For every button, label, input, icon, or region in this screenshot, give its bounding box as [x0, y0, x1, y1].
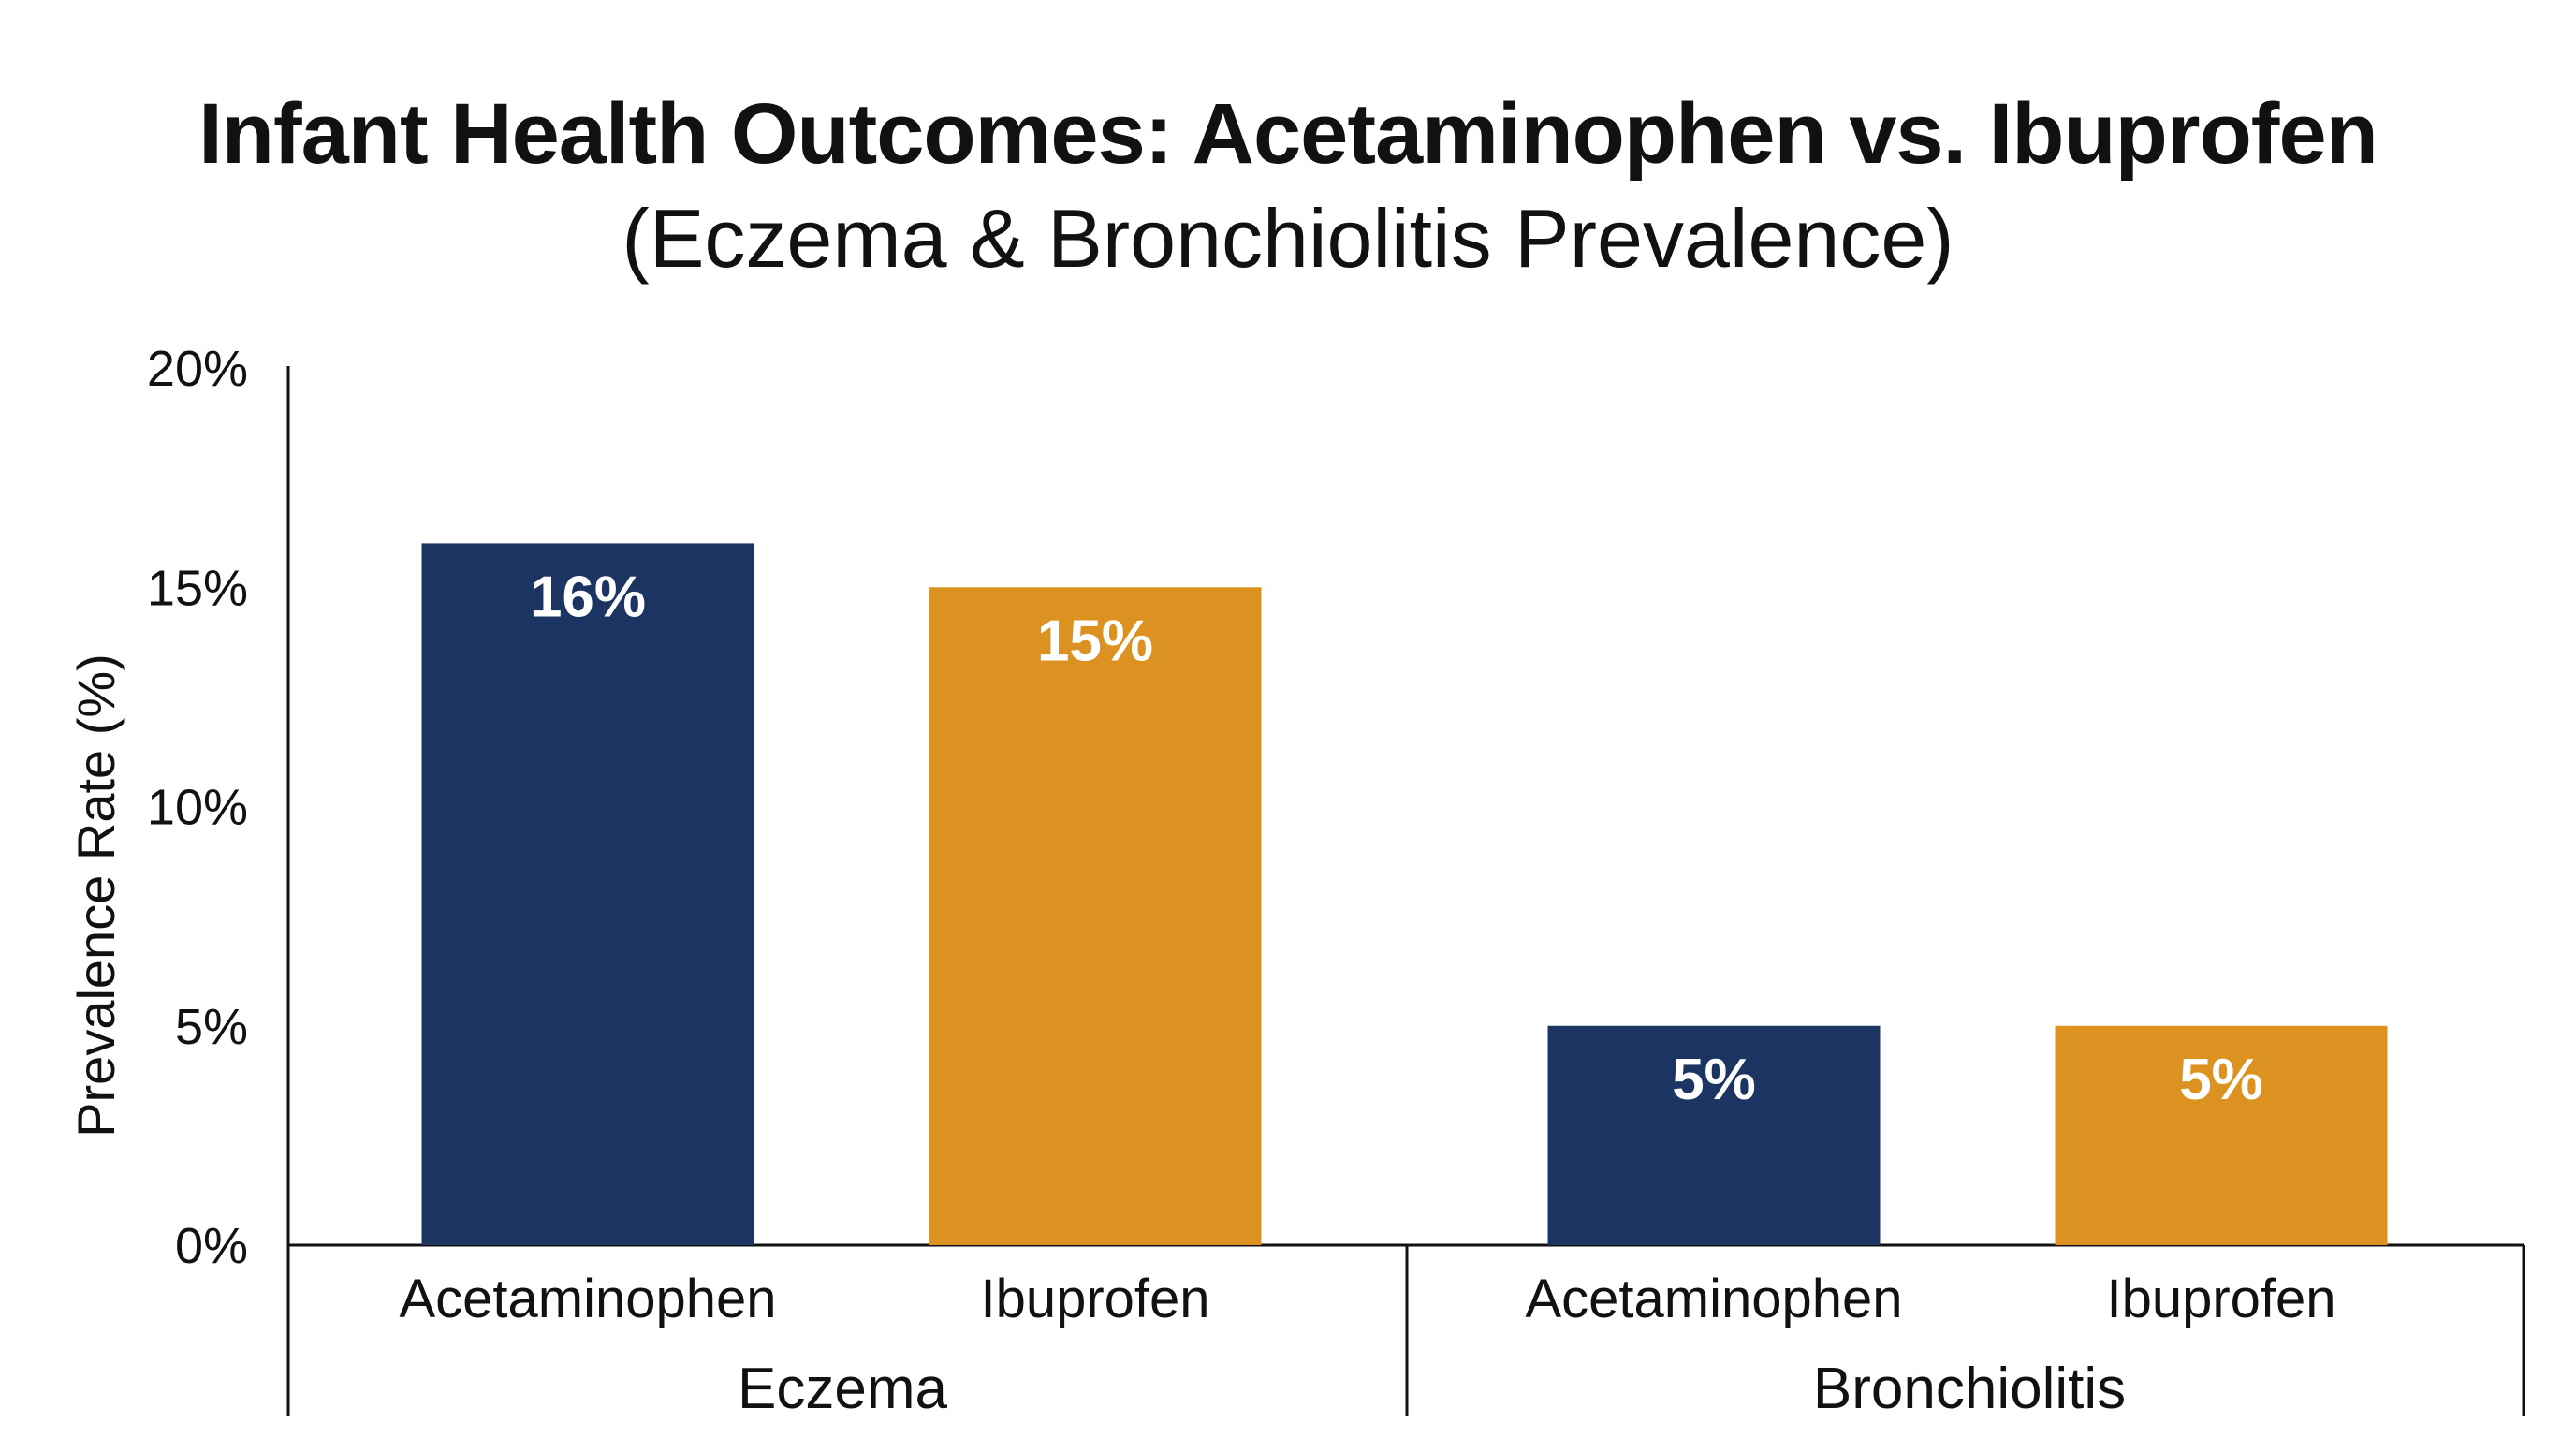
bar-eczema-acetaminophen [421, 543, 754, 1245]
y-tick-label: 10% [147, 780, 248, 836]
x-category-label: Ibuprofen [2106, 1269, 2335, 1329]
y-tick-label: 15% [147, 560, 248, 616]
chart-subtitle: (Eczema & Bronchiolitis Prevalence) [622, 192, 1954, 285]
bar-value-label: 5% [1672, 1048, 1756, 1112]
chart-title: Infant Health Outcomes: Acetaminophen vs… [198, 86, 2378, 182]
y-axis-title: Prevalence Rate (%) [66, 653, 125, 1137]
bar-eczema-ibuprofen [929, 587, 1262, 1245]
x-group-label: Eczema [738, 1357, 947, 1421]
y-tick-label: 0% [175, 1218, 248, 1274]
bar-bronchiolitis-acetaminophen [1547, 1025, 1881, 1245]
bar-value-label: 16% [530, 565, 646, 629]
x-group-label: Bronchiolitis [1813, 1357, 2126, 1421]
bar-value-label: 15% [1037, 609, 1153, 673]
bar-bronchiolitis-ibuprofen [2055, 1025, 2388, 1245]
x-category-label: Acetaminophen [1525, 1269, 1902, 1329]
y-tick-label: 5% [175, 999, 248, 1055]
x-category-label: Acetaminophen [399, 1269, 776, 1329]
bar-value-label: 5% [2179, 1048, 2263, 1112]
x-category-label: Ibuprofen [980, 1269, 1209, 1329]
y-tick-label: 20% [147, 341, 248, 397]
